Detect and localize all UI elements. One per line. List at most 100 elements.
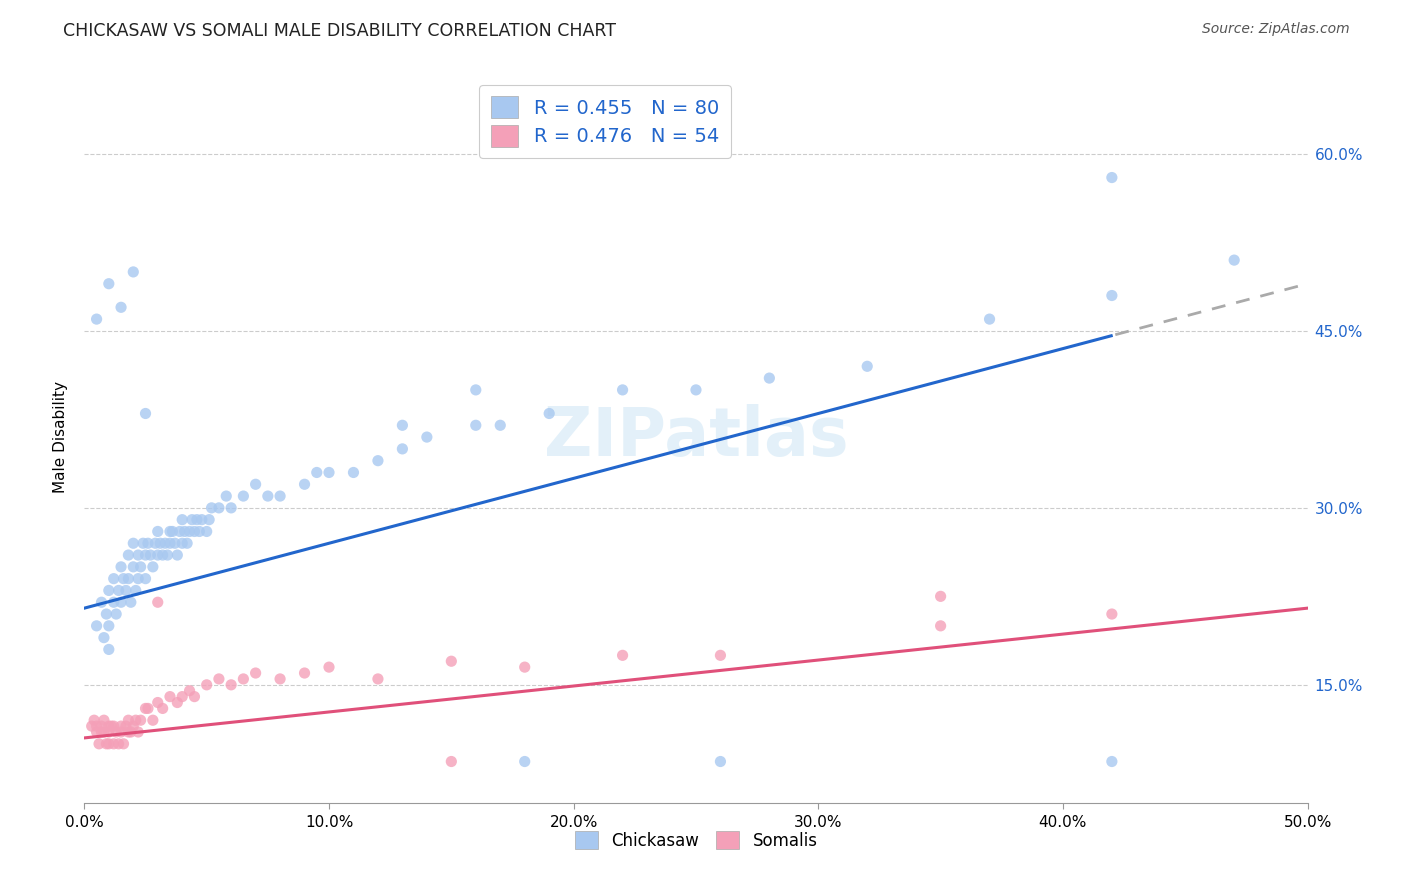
Point xyxy=(440,755,463,769)
Point xyxy=(110,719,132,733)
Point xyxy=(97,619,120,633)
Point xyxy=(172,513,194,527)
Text: Source: ZipAtlas.com: Source: ZipAtlas.com xyxy=(1202,22,1350,37)
Point xyxy=(129,559,152,574)
Point xyxy=(179,524,201,539)
Point xyxy=(149,536,172,550)
Point xyxy=(219,678,242,692)
Point xyxy=(103,595,125,609)
Point xyxy=(169,524,191,539)
Point xyxy=(135,407,157,421)
Point xyxy=(159,690,181,704)
Point xyxy=(159,524,181,539)
Point xyxy=(269,672,291,686)
Point xyxy=(87,737,110,751)
Point xyxy=(122,265,145,279)
Point xyxy=(367,453,389,467)
Point xyxy=(142,713,165,727)
Point xyxy=(758,371,780,385)
Point xyxy=(129,713,152,727)
Point xyxy=(208,500,231,515)
Point xyxy=(318,660,340,674)
Point xyxy=(120,595,142,609)
Point xyxy=(200,500,222,515)
Point xyxy=(191,513,214,527)
Point xyxy=(122,536,145,550)
Point xyxy=(1223,253,1246,268)
Point xyxy=(219,500,242,515)
Point xyxy=(135,548,157,562)
Point xyxy=(122,719,145,733)
Point xyxy=(232,489,254,503)
Point xyxy=(100,719,122,733)
Point xyxy=(176,536,198,550)
Point xyxy=(1101,288,1123,302)
Point xyxy=(166,548,188,562)
Legend: Chickasaw, Somalis: Chickasaw, Somalis xyxy=(568,824,824,856)
Point xyxy=(257,489,280,503)
Point xyxy=(86,312,108,326)
Point xyxy=(464,383,486,397)
Point xyxy=(97,583,120,598)
Point xyxy=(103,737,125,751)
Point xyxy=(96,737,118,751)
Point xyxy=(93,725,115,739)
Point xyxy=(198,513,221,527)
Point xyxy=(195,678,218,692)
Point xyxy=(115,583,138,598)
Point xyxy=(96,607,118,621)
Point xyxy=(318,466,340,480)
Point xyxy=(93,631,115,645)
Point xyxy=(83,713,105,727)
Point xyxy=(112,572,135,586)
Point xyxy=(142,559,165,574)
Point xyxy=(208,672,231,686)
Point xyxy=(93,713,115,727)
Point xyxy=(110,725,132,739)
Point xyxy=(105,725,128,739)
Point xyxy=(513,755,536,769)
Point xyxy=(107,737,129,751)
Point xyxy=(416,430,439,444)
Point xyxy=(86,725,108,739)
Point xyxy=(146,524,169,539)
Point xyxy=(186,513,208,527)
Point xyxy=(146,696,169,710)
Point xyxy=(183,690,205,704)
Point xyxy=(97,277,120,291)
Point xyxy=(173,524,195,539)
Point xyxy=(132,536,155,550)
Point xyxy=(172,690,194,704)
Point xyxy=(117,713,139,727)
Point xyxy=(162,524,184,539)
Point xyxy=(156,548,179,562)
Point xyxy=(120,725,142,739)
Point xyxy=(117,548,139,562)
Point xyxy=(1101,170,1123,185)
Point xyxy=(294,666,316,681)
Point xyxy=(127,725,149,739)
Point xyxy=(105,607,128,621)
Point xyxy=(135,701,157,715)
Point xyxy=(110,559,132,574)
Point xyxy=(245,477,267,491)
Point xyxy=(127,572,149,586)
Point xyxy=(929,590,952,604)
Point xyxy=(195,524,218,539)
Point xyxy=(112,737,135,751)
Point xyxy=(538,407,561,421)
Point xyxy=(152,548,174,562)
Point xyxy=(80,719,103,733)
Point xyxy=(709,648,731,663)
Point xyxy=(245,666,267,681)
Point xyxy=(709,755,731,769)
Point xyxy=(929,619,952,633)
Point xyxy=(103,572,125,586)
Point xyxy=(146,548,169,562)
Point xyxy=(107,583,129,598)
Point xyxy=(103,719,125,733)
Point xyxy=(464,418,486,433)
Text: ZIPatlas: ZIPatlas xyxy=(544,404,848,470)
Point xyxy=(97,719,120,733)
Point xyxy=(90,595,112,609)
